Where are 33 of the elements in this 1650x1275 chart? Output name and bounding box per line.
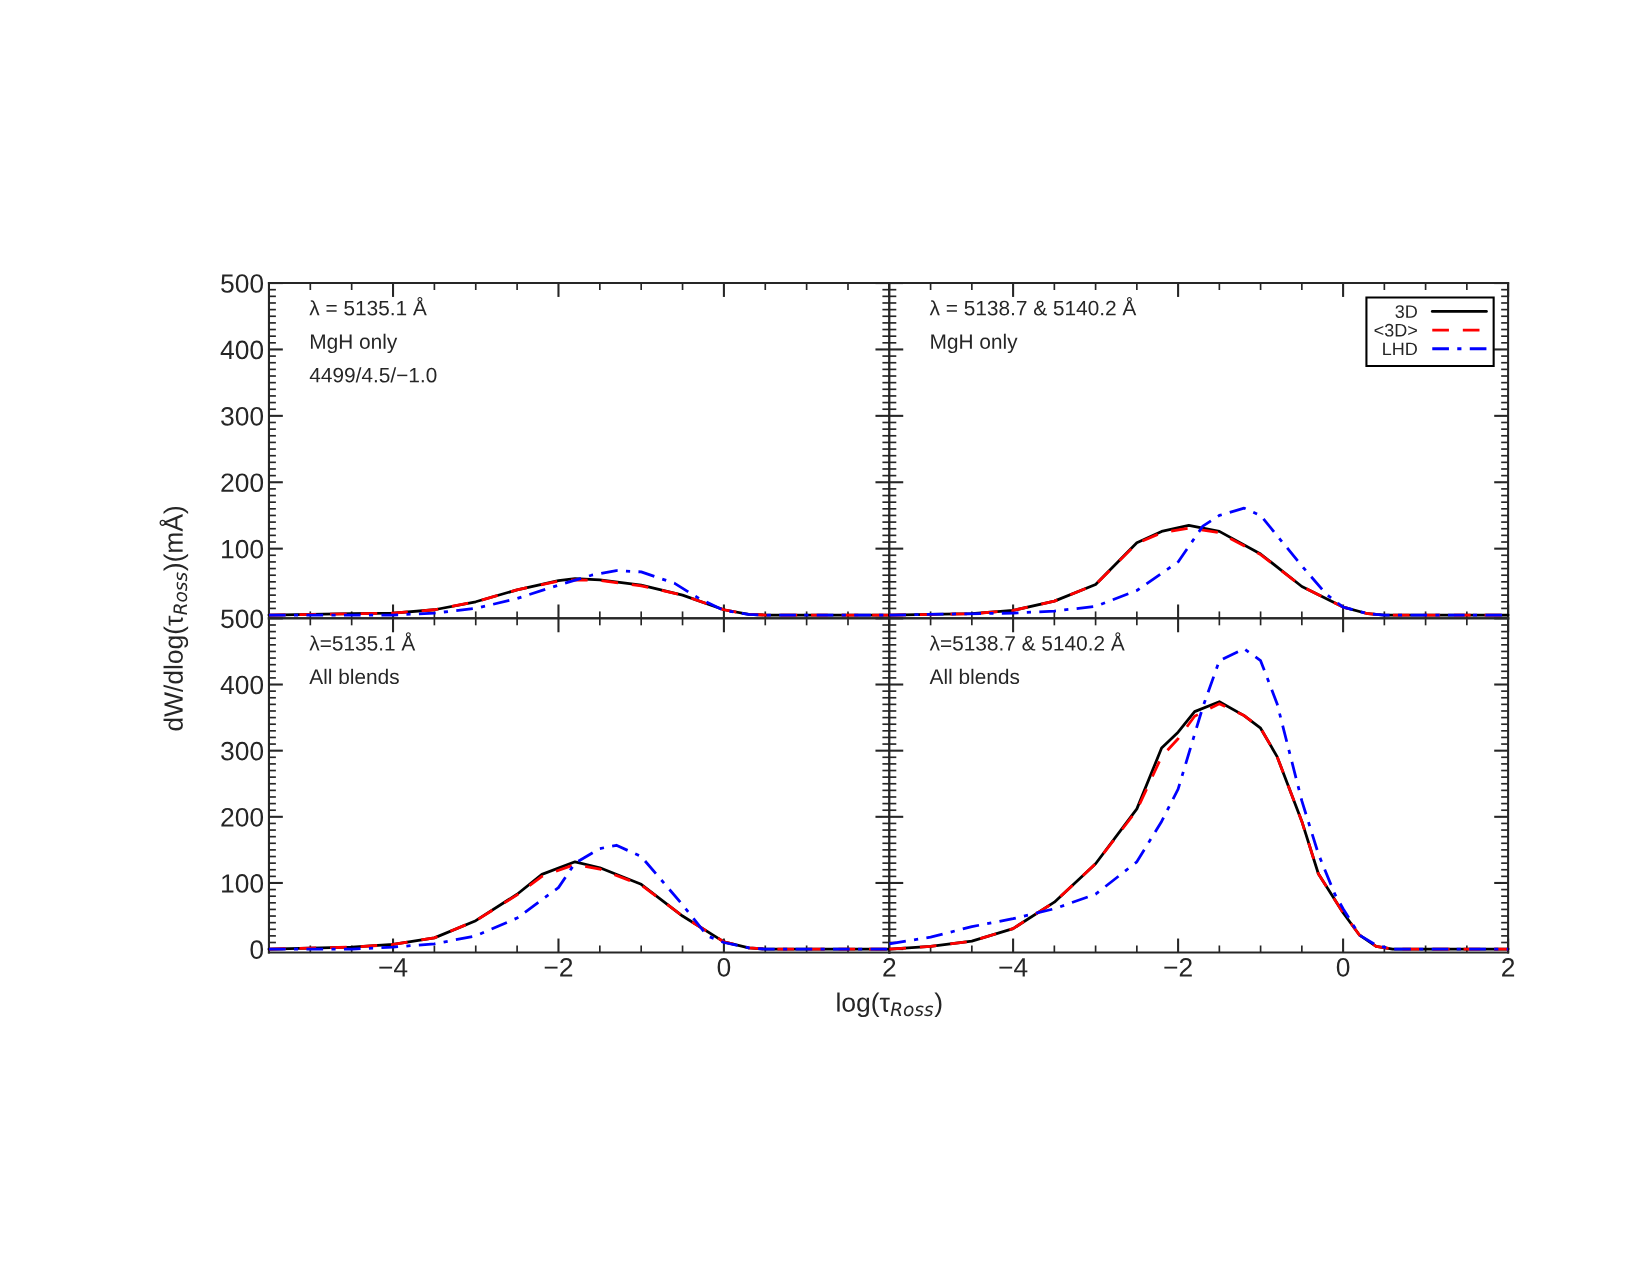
annotation: All blends xyxy=(929,668,1020,685)
y-tick-label: 500 xyxy=(221,274,264,293)
annotation: 4499/4.5/−1.0 xyxy=(309,367,437,383)
x-tick-label: −4 xyxy=(999,958,1028,977)
legend-label: LHD xyxy=(1383,342,1417,356)
annotation: All blends xyxy=(309,668,399,685)
x-tick-label: 2 xyxy=(1502,957,1515,977)
x-tick-label: −2 xyxy=(544,957,573,977)
y-axis-title: dW/dlog(τ$_{Ross}$)(mÅ) xyxy=(159,506,189,731)
x-tick-label: 0 xyxy=(1336,957,1350,977)
annotation: λ=5138.7 & 5140.2 Å xyxy=(929,632,1125,651)
y-tick-label: 200 xyxy=(221,807,264,827)
y-tick-label: 100 xyxy=(222,874,264,893)
legend-label: 3D xyxy=(1395,305,1417,318)
y-tick-label: 400 xyxy=(220,675,264,695)
x-tick-label: 2 xyxy=(883,957,896,977)
legend-label: <3D> xyxy=(1374,323,1417,337)
x-tick-label: −2 xyxy=(1164,957,1192,977)
y-tick-label: 200 xyxy=(221,473,264,493)
y-tick-label: 400 xyxy=(220,340,264,360)
x-tick-label: −4 xyxy=(379,958,408,977)
annotation: MgH only xyxy=(931,333,1018,354)
annotation: λ = 5138.7 & 5140.2 Å xyxy=(929,297,1137,316)
y-tick-label: 500 xyxy=(221,609,264,629)
annotation: λ = 5135.1 Å xyxy=(309,297,427,316)
annotation: λ=5135.1 Å xyxy=(309,632,416,651)
x-axis-title: log(τ$_{Ross}$) xyxy=(837,992,942,1018)
y-tick-label: 300 xyxy=(221,741,264,761)
y-tick-label: 100 xyxy=(222,539,264,559)
y-tick-label: 0 xyxy=(250,940,264,959)
x-tick-label: 0 xyxy=(717,957,731,977)
annotation: MgH only xyxy=(310,333,398,354)
y-tick-label: 300 xyxy=(221,406,264,426)
